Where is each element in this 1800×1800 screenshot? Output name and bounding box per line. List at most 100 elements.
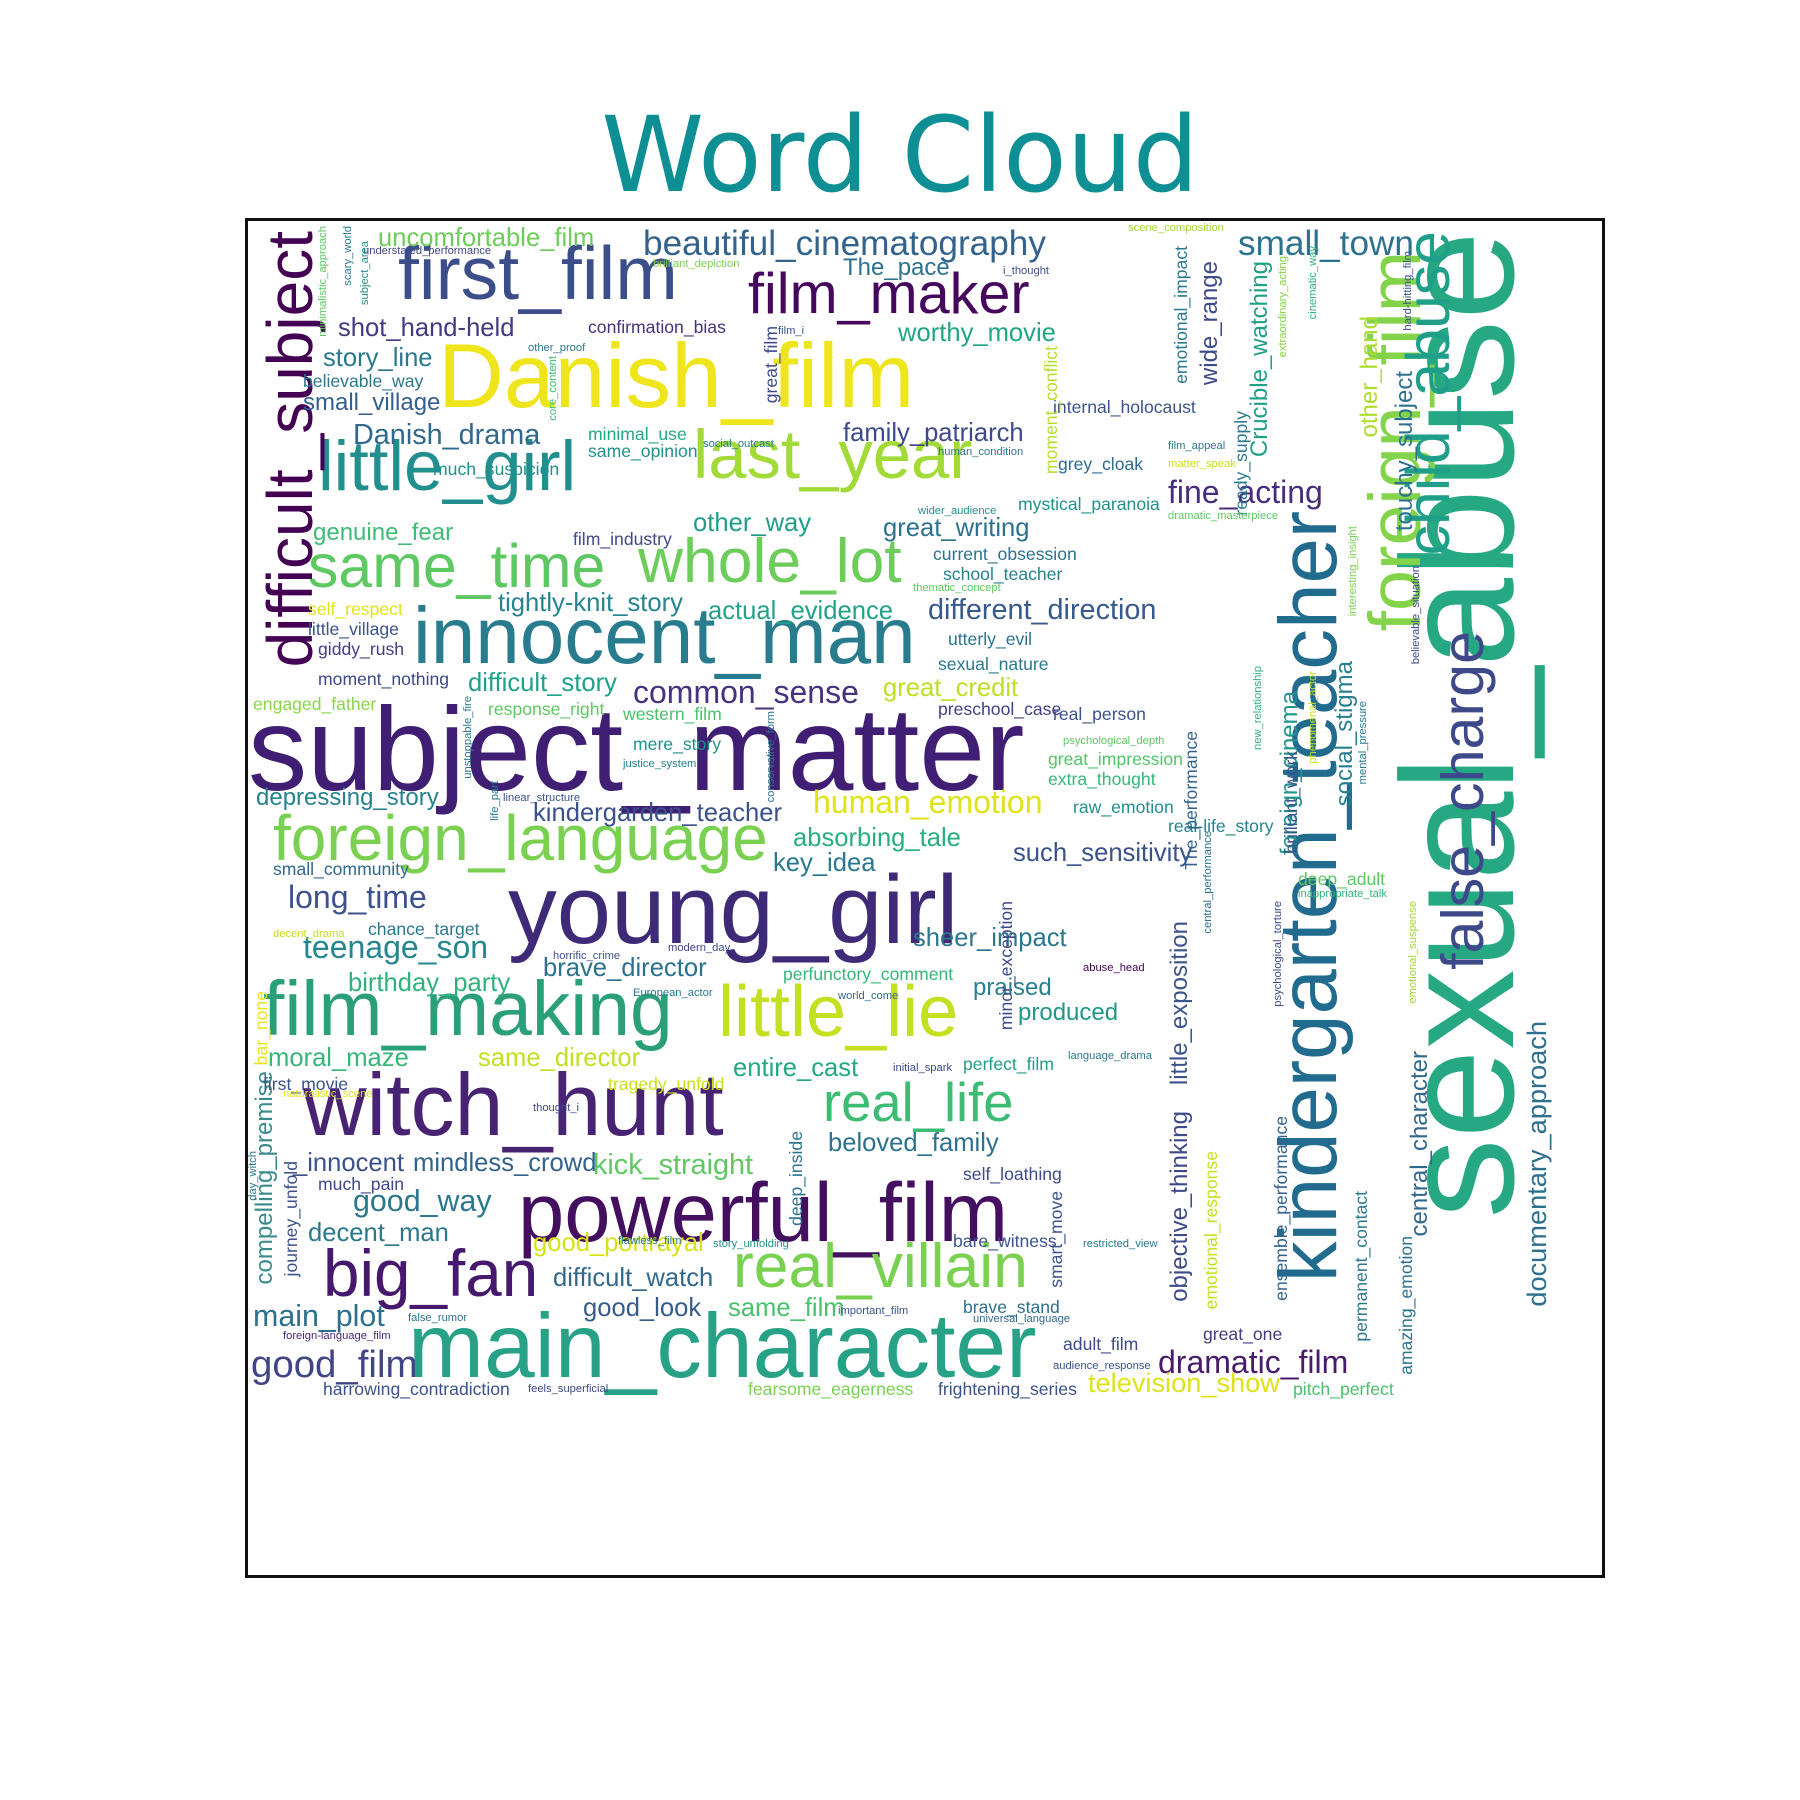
word-journey-unfold: journey_unfold: [281, 1161, 301, 1277]
word-social-stigma: social_stigma: [1331, 661, 1358, 807]
word-whole-lot: whole_lot: [638, 527, 902, 596]
word-minimalistic-approach: minimalistic_approach: [317, 226, 329, 337]
word-naturalistic-scene: naturalistic_scene: [283, 1088, 373, 1100]
word-kick-straight: kick_straight: [593, 1149, 754, 1181]
word-tightly-knit-story: tightly-knit_story: [498, 589, 683, 617]
word-brilliant-depiction: brilliant_depiction: [653, 258, 740, 270]
word-story-line: story_line: [323, 344, 433, 372]
word-brave-director: brave_director: [543, 954, 707, 982]
word-powerful-film: powerful_film: [518, 1166, 1009, 1259]
word-western-film: western_film: [623, 704, 722, 724]
word-foreign-language: foreign_language: [273, 802, 768, 874]
word-response-right: response_right: [488, 699, 605, 719]
word-witch-hunt: witch_hunt: [303, 1055, 724, 1154]
word-utterly-evil: utterly_evil: [948, 629, 1033, 649]
word-same-director: same_director: [478, 1044, 641, 1072]
word-beloved-family: beloved_family: [828, 1129, 999, 1157]
word-family-patriarch: family_patriarch: [843, 419, 1024, 447]
word-different-direction: different_direction: [928, 594, 1157, 626]
word-mere-story: mere_story: [633, 734, 721, 754]
word-scary-world: scary_world: [342, 226, 354, 286]
word-innocent-man: innocent_man: [413, 591, 916, 680]
word-great-writing: great_writing: [883, 514, 1030, 542]
word-fine-acting: fine_acting: [1168, 474, 1323, 510]
chart-title: Word Cloud: [601, 94, 1199, 216]
word-grey-cloak: grey_cloak: [1058, 454, 1144, 474]
word-restricted-view: restricted_view: [1083, 1238, 1158, 1250]
word-entire-cast: entire_cast: [733, 1054, 859, 1082]
word-big-fan: big_fan: [323, 1237, 539, 1310]
word-sheer-impact: sheer_impact: [913, 924, 1067, 952]
word-european-actor: European_actor: [633, 987, 713, 999]
word-touchy-subject: touchy_subject: [1391, 371, 1418, 532]
word-scene-composition: scene_composition: [1128, 222, 1224, 234]
word-dramatic-film: dramatic_film: [1158, 1344, 1349, 1380]
word-perfunctory-comment: perfunctory_comment: [783, 964, 954, 984]
word-good-portrayal: good_portrayal: [533, 1229, 704, 1257]
word-current-obsession: current_obsession: [933, 544, 1077, 564]
word-sexual-nature: sexual_nature: [938, 654, 1049, 674]
word-mental-pressure: mental_pressure: [1357, 701, 1369, 785]
word-wider-audience: wider_audience: [918, 505, 997, 517]
word-cinematic-way: cinematic_way: [1307, 246, 1319, 320]
word-central-character: central_character: [1406, 1051, 1433, 1237]
word-preschool-case: preschool_case: [938, 699, 1062, 719]
word-danish-drama: Danish_drama: [353, 419, 541, 451]
word-depressing-story: depressing_story: [256, 784, 439, 811]
word-difficult-watch: difficult_watch: [553, 1264, 714, 1292]
word-innocent: _innocent: [293, 1149, 404, 1177]
word-central-performance: central_performance: [1202, 831, 1214, 934]
word-unstoppable-fire: unstoppable_fire: [462, 696, 474, 779]
word-film-making: film_making: [263, 966, 673, 1052]
word-raw-emotion: raw_emotion: [1073, 797, 1174, 817]
word-same-film: same_film: [728, 1294, 845, 1322]
word-engaged-father: engaged_father: [253, 694, 377, 714]
word-little-exposition: little_exposition: [1166, 921, 1193, 1086]
word-feels-superficial: feels_superficial: [528, 1383, 609, 1395]
word-other-way: other_way: [693, 509, 812, 537]
word-story-unfolding: story_unfolding: [713, 1238, 789, 1250]
word-decent-drama: decent_drama: [273, 928, 345, 940]
word-audience-response: audience_response: [1053, 1360, 1151, 1372]
word-last-year: last_year: [693, 416, 973, 493]
word-mindless-crowd: mindless_crowd: [413, 1149, 597, 1177]
word-little-village: little_village: [308, 619, 399, 639]
word-good-film: good_film: [251, 1343, 418, 1386]
word-great-film: great_film: [761, 326, 781, 404]
word-wide-range: wide_range: [1196, 261, 1223, 386]
word-birthday-party: birthday_party: [348, 969, 511, 997]
word-flawless-film: flawless_film: [618, 1235, 682, 1247]
word-internal-holocaust: internal_holocaust: [1053, 397, 1196, 417]
word-film-industry: film_industry: [573, 529, 672, 549]
word-much-suspicion: much_suspicion: [433, 459, 560, 479]
word-dramatic-masterpiece: dramatic_masterpiece: [1168, 510, 1279, 522]
word-language-drama: language_drama: [1068, 1050, 1152, 1062]
word-confirmation-bias: confirmation_bias: [588, 317, 726, 337]
word-great-credit: great_credit: [883, 674, 1019, 702]
word-core-content: core_content: [547, 356, 559, 421]
word-chance-target: chance_target: [368, 919, 480, 939]
word-brilliant-work: brilliant_work: [1281, 751, 1301, 854]
word-initial-spark: initial_spark: [893, 1062, 953, 1074]
word-good-look: good_look: [583, 1294, 702, 1322]
word-thematic-concept: thematic_concept: [913, 582, 1001, 594]
word-actual-evidence: actual_evidence: [708, 597, 893, 625]
word-great-one: great_one: [1203, 1324, 1283, 1344]
word-much-pain: much_pain: [318, 1174, 405, 1194]
word-linear-structure: linear_structure: [503, 792, 581, 804]
word-minimal-use: minimal_use: [588, 424, 687, 444]
word-modern-day: modern_day: [668, 942, 731, 954]
word-moment-nothing: moment_nothing: [318, 669, 450, 689]
word-brave-stand: brave_stand: [963, 1297, 1060, 1317]
word-horrific-crime: horrific_crime: [553, 950, 621, 962]
word-interesting-insight: interesting_insight: [1347, 526, 1359, 617]
word-subject-matter: subject_matter: [248, 684, 1025, 816]
word-same-time: same_time: [308, 532, 606, 600]
word-small-town: small_town: [1238, 224, 1415, 263]
word-emotional-response: emotional_response: [1201, 1151, 1221, 1310]
word-self-respect: self_respect: [308, 599, 403, 619]
word-tragedy-unfold: tragedy_unfold: [608, 1074, 725, 1094]
word-danish-film: Danish_film: [438, 325, 915, 427]
word-amazing-emotion: amazing_emotion: [1396, 1236, 1416, 1375]
word-abuse-head: abuse_head: [1083, 962, 1145, 974]
